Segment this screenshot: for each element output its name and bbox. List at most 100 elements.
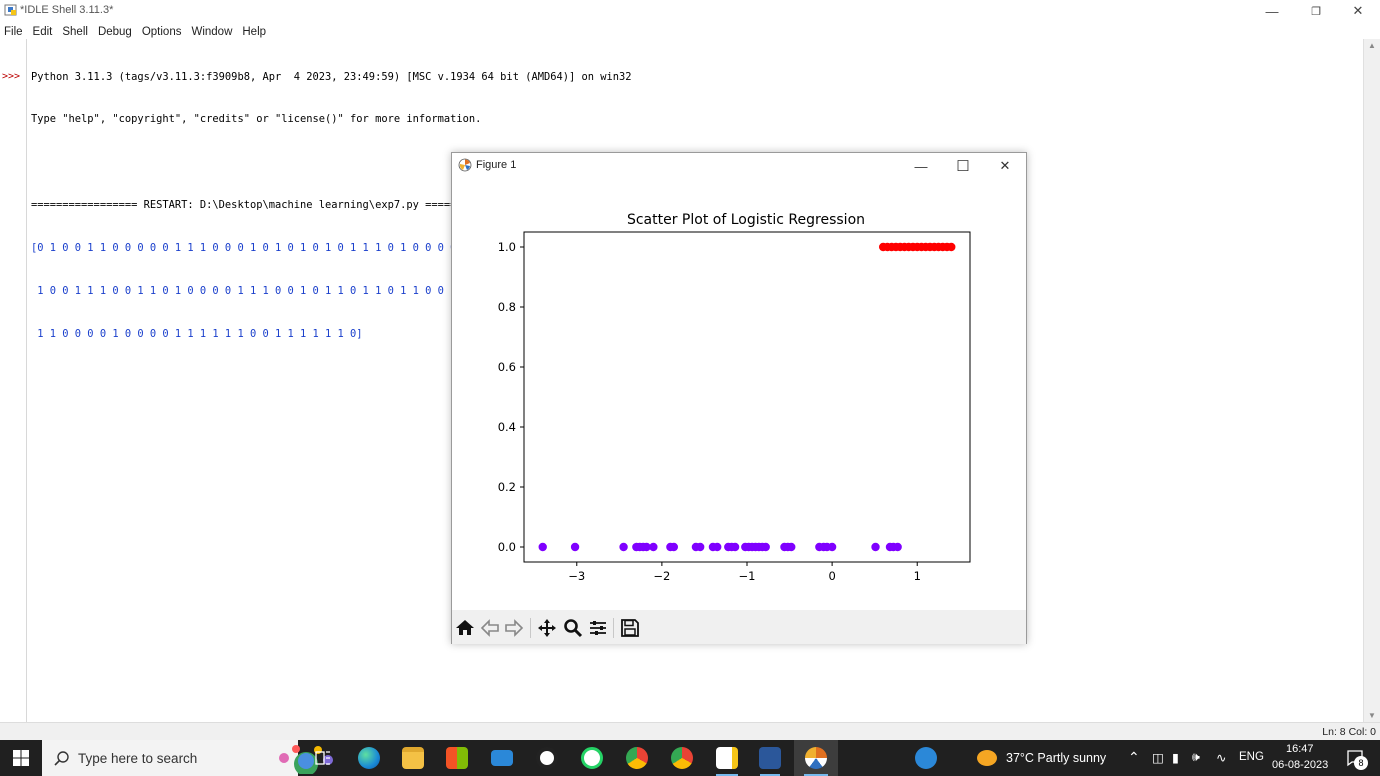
class-0-point xyxy=(787,542,796,552)
taskbar-chrome-profile[interactable] xyxy=(660,740,704,776)
wifi-icon[interactable]: ∿ xyxy=(1216,751,1227,765)
configure-button[interactable] xyxy=(587,617,609,639)
banner-line: Python 3.11.3 (tags/v3.11.3:f3909b8, Apr… xyxy=(31,70,632,83)
output-line: 1 1 0 0 0 0 1 0 0 0 0 1 1 1 1 1 1 0 0 1 … xyxy=(31,327,363,340)
clock-date[interactable]: 06-08-2023 xyxy=(1272,759,1329,771)
figure-titlebar: Figure 1 — ☐ ✕ xyxy=(452,153,1026,179)
taskbar: Type here to search 37°C Partly sunny ⌃ … xyxy=(0,740,1380,776)
back-icon xyxy=(480,619,499,637)
taskbar-word[interactable] xyxy=(750,740,790,776)
language-indicator[interactable]: ENG xyxy=(1239,751,1264,763)
save-icon xyxy=(621,619,639,637)
x-tick-label: −2 xyxy=(653,569,670,583)
figure-toolbar xyxy=(452,610,1026,644)
meet-now-icon[interactable]: ◫ xyxy=(1152,751,1164,765)
menu-file[interactable]: File xyxy=(4,26,23,38)
taskbar-search[interactable]: Type here to search xyxy=(42,740,333,776)
word-icon xyxy=(759,747,781,769)
taskbar-github[interactable] xyxy=(526,740,568,776)
battery-icon[interactable]: ▮ xyxy=(1172,751,1179,765)
y-tick-label: 0.4 xyxy=(498,420,516,434)
menu-help[interactable]: Help xyxy=(242,26,267,38)
menu-window[interactable]: Window xyxy=(191,26,233,38)
home-icon xyxy=(456,620,474,635)
figure-window: Figure 1 — ☐ ✕ Scatter Plot of Logistic … xyxy=(451,152,1027,644)
banner-line: Type "help", "copyright", "credits" or "… xyxy=(31,113,482,126)
class-0-point xyxy=(619,542,628,552)
class-0-point xyxy=(570,542,580,552)
chevron-up-icon[interactable]: ⌃ xyxy=(1128,749,1140,765)
class-0-point xyxy=(695,542,705,552)
y-tick-label: 0.0 xyxy=(498,540,516,554)
minimize-button[interactable]: — xyxy=(1250,0,1294,22)
close-icon: ✕ xyxy=(1352,3,1364,18)
scatter-points xyxy=(538,242,956,552)
x-tick-label: −1 xyxy=(739,569,756,583)
figure-title: Figure 1 xyxy=(476,159,517,171)
class-1-point xyxy=(947,242,956,252)
back-button[interactable] xyxy=(479,617,501,639)
notification-count-badge: 8 xyxy=(1354,756,1368,770)
class-0-point xyxy=(649,542,658,552)
edge-icon xyxy=(358,747,380,769)
minimize-icon: — xyxy=(914,158,928,174)
scroll-up-icon[interactable]: ▲ xyxy=(1368,41,1376,50)
taskbar-idle[interactable] xyxy=(706,740,748,776)
y-tick-label: 0.2 xyxy=(498,480,516,494)
minimize-icon: — xyxy=(1265,3,1279,19)
zoom-icon xyxy=(564,619,583,638)
home-button[interactable] xyxy=(454,617,476,639)
idle-app-icon xyxy=(4,4,17,16)
scatter-plot: Scatter Plot of Logistic Regression −3 −2… xyxy=(498,212,971,583)
class-0-point xyxy=(893,542,902,552)
weather-text[interactable]: 37°C Partly sunny xyxy=(1006,751,1107,765)
menu-debug[interactable]: Debug xyxy=(97,26,132,38)
figure-close-button[interactable]: ✕ xyxy=(984,153,1026,179)
clock-time[interactable]: 16:47 xyxy=(1286,743,1314,755)
configure-icon xyxy=(590,621,606,635)
task-view-button[interactable] xyxy=(304,740,342,776)
menu-options[interactable]: Options xyxy=(141,26,182,38)
class-0-point xyxy=(761,542,770,552)
search-highlight-icon xyxy=(279,745,333,774)
taskbar-edge[interactable] xyxy=(348,740,390,776)
help-icon xyxy=(915,747,937,769)
figure-maximize-button[interactable]: ☐ xyxy=(942,153,984,179)
figure-minimize-button[interactable]: — xyxy=(900,153,942,179)
start-button[interactable] xyxy=(0,740,42,776)
vertical-scrollbar[interactable]: ▲ ▼ xyxy=(1363,39,1380,722)
plot-axes[interactable] xyxy=(523,231,971,563)
weather-icon xyxy=(972,740,1002,776)
y-tick-label: 0.6 xyxy=(498,360,516,374)
close-button[interactable]: ✕ xyxy=(1336,0,1380,22)
taskbar-matplotlib[interactable] xyxy=(794,740,838,776)
scroll-down-icon[interactable]: ▼ xyxy=(1368,711,1376,720)
pan-button[interactable] xyxy=(536,617,558,639)
menu-shell[interactable]: Shell xyxy=(62,26,88,38)
help-tray-button[interactable] xyxy=(906,740,946,776)
x-tick-label: 0 xyxy=(828,569,835,583)
taskbar-store[interactable] xyxy=(436,740,478,776)
search-placeholder: Type here to search xyxy=(78,750,198,766)
menu-edit[interactable]: Edit xyxy=(32,26,53,38)
x-tick-label: −3 xyxy=(568,569,585,583)
taskbar-chrome[interactable] xyxy=(616,740,658,776)
matplotlib-icon xyxy=(805,747,827,769)
chrome-profile-icon xyxy=(671,747,693,769)
y-tick-label: 0.8 xyxy=(498,300,516,314)
class-0-point xyxy=(538,542,547,552)
class-0-point xyxy=(669,542,679,552)
taskbar-whatsapp[interactable] xyxy=(570,740,614,776)
save-button[interactable] xyxy=(619,617,641,639)
notifications-button[interactable]: 8 xyxy=(1340,740,1370,776)
close-icon: ✕ xyxy=(999,158,1011,173)
volume-icon[interactable]: 🕪 xyxy=(1192,750,1200,764)
taskbar-mail[interactable] xyxy=(480,740,524,776)
prompt-sidebar: >>> xyxy=(0,39,27,722)
zoom-button[interactable] xyxy=(562,617,584,639)
restore-button[interactable]: ❐ xyxy=(1294,0,1338,22)
taskbar-file-explorer[interactable] xyxy=(392,740,434,776)
window-titlebar: *IDLE Shell 3.11.3* — ❐ ✕ xyxy=(0,0,1380,22)
restore-icon: ❐ xyxy=(1311,5,1321,18)
forward-button[interactable] xyxy=(503,617,525,639)
